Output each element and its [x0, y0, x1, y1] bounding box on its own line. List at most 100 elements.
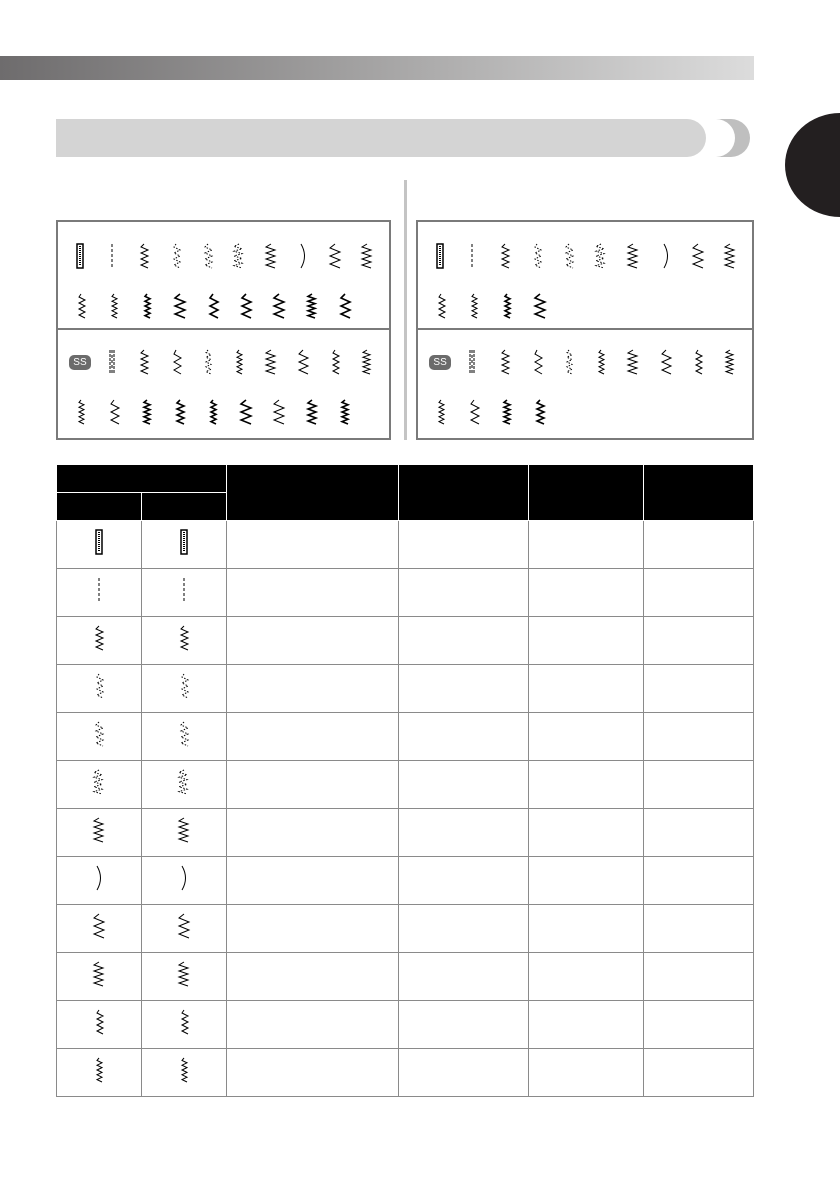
cell: [226, 760, 399, 809]
cell: [398, 520, 529, 569]
stitch-key[interactable]: [585, 230, 617, 282]
stitch-key[interactable]: [287, 230, 319, 282]
stitch-row: [424, 386, 746, 438]
stitch-key[interactable]: [523, 386, 556, 438]
stitch-key[interactable]: [97, 386, 130, 438]
stitch-key[interactable]: [649, 336, 681, 388]
stitch-key[interactable]: [328, 280, 361, 332]
stitch-key[interactable]: [64, 386, 97, 438]
stitch-row: [64, 230, 383, 282]
buttonhole-box-icon: [95, 529, 103, 555]
stitch-key[interactable]: [262, 280, 295, 332]
stitch-key[interactable]: [128, 336, 160, 388]
cell: [226, 808, 399, 857]
stitch-key[interactable]: [456, 336, 488, 388]
stitch-key[interactable]: [424, 280, 457, 332]
stitch-key[interactable]: [160, 230, 192, 282]
cell: [528, 760, 644, 809]
stitch-key[interactable]: [424, 386, 457, 438]
stitch-key[interactable]: [130, 386, 163, 438]
ss-badge[interactable]: SS: [69, 354, 91, 370]
stitch-key[interactable]: [64, 230, 96, 282]
stitch-key[interactable]: [328, 386, 361, 438]
header-cell: [226, 464, 399, 521]
stitch-key[interactable]: [351, 230, 383, 282]
table-row: [56, 808, 754, 857]
zigzag-dotted-left-icon: [533, 243, 542, 269]
stitch-key[interactable]: [287, 336, 319, 388]
stitch-key[interactable]: [160, 336, 192, 388]
zigzag-bold-2-icon: [174, 399, 186, 425]
stitch-row: [64, 280, 383, 332]
stitch-key[interactable]: [488, 336, 520, 388]
stitch-key[interactable]: [457, 386, 490, 438]
stitch-key[interactable]: [319, 336, 351, 388]
stitch-key[interactable]: [128, 230, 160, 282]
stitch-key[interactable]: [192, 336, 224, 388]
stitch-key[interactable]: [490, 386, 523, 438]
wave-zigzag-icon: [177, 817, 190, 843]
blind-hem-icon: [77, 293, 86, 319]
stitch-key[interactable]: [523, 280, 556, 332]
cell: [398, 1048, 529, 1097]
stitch-key[interactable]: [255, 230, 287, 282]
cell: [226, 856, 399, 905]
stitch-key[interactable]: [163, 386, 196, 438]
stitch-key[interactable]: [64, 280, 97, 332]
stitch-key[interactable]: [196, 386, 229, 438]
stitch-key[interactable]: [130, 280, 163, 332]
header-cell: [643, 464, 754, 521]
stitch-key[interactable]: [521, 230, 553, 282]
stitch-key[interactable]: [163, 280, 196, 332]
zigzag-dotted-icon: [232, 243, 245, 269]
stitch-cell: [56, 760, 142, 809]
cell: [528, 952, 644, 1001]
cell: [226, 616, 399, 665]
table-row: [56, 616, 754, 665]
cell: [398, 664, 529, 713]
stitch-key[interactable]: [255, 336, 287, 388]
header-subcell: [56, 492, 142, 521]
stitch-cell: [56, 520, 142, 569]
stitch-row: [424, 230, 746, 282]
stitch-key[interactable]: [319, 230, 351, 282]
stitch-key[interactable]: [97, 280, 130, 332]
stitch-key[interactable]: [262, 386, 295, 438]
stitch-key[interactable]: [224, 230, 256, 282]
stitch-key[interactable]: [96, 336, 128, 388]
stitch-key[interactable]: [488, 230, 520, 282]
stitch-key[interactable]: [424, 230, 456, 282]
stitch-key[interactable]: [457, 280, 490, 332]
stitch-key[interactable]: [351, 336, 383, 388]
stitch-key[interactable]: [196, 280, 229, 332]
stitch-key[interactable]: [96, 230, 128, 282]
cell: [226, 568, 399, 617]
stitch-panel-right: SS: [416, 220, 754, 440]
stitch-key[interactable]: [617, 230, 649, 282]
ss-badge[interactable]: SS: [429, 354, 451, 370]
stitch-cell: [56, 856, 142, 905]
stitch-key[interactable]: [229, 386, 262, 438]
stitch-key[interactable]: [456, 230, 488, 282]
stitch-key[interactable]: [682, 230, 714, 282]
serpentine-icon: [177, 913, 191, 939]
stitch-key[interactable]: [295, 386, 328, 438]
stitch-key[interactable]: [224, 336, 256, 388]
stitch-key[interactable]: [521, 336, 553, 388]
stitch-key[interactable]: [649, 230, 681, 282]
stitch-key[interactable]: [585, 336, 617, 388]
stitch-key[interactable]: [682, 336, 714, 388]
stitch-key[interactable]: [553, 336, 585, 388]
stitch-key[interactable]: [617, 336, 649, 388]
stitch-cell: [141, 712, 227, 761]
stitch-key[interactable]: [714, 230, 746, 282]
title-bar: [56, 119, 706, 157]
wave-zigzag-icon: [626, 243, 639, 269]
triple-straight-icon: [469, 350, 475, 374]
stitch-key[interactable]: [295, 280, 328, 332]
stitch-key[interactable]: [490, 280, 523, 332]
stitch-key[interactable]: [192, 230, 224, 282]
stitch-key[interactable]: [714, 336, 746, 388]
stitch-key[interactable]: [229, 280, 262, 332]
stitch-key[interactable]: [553, 230, 585, 282]
